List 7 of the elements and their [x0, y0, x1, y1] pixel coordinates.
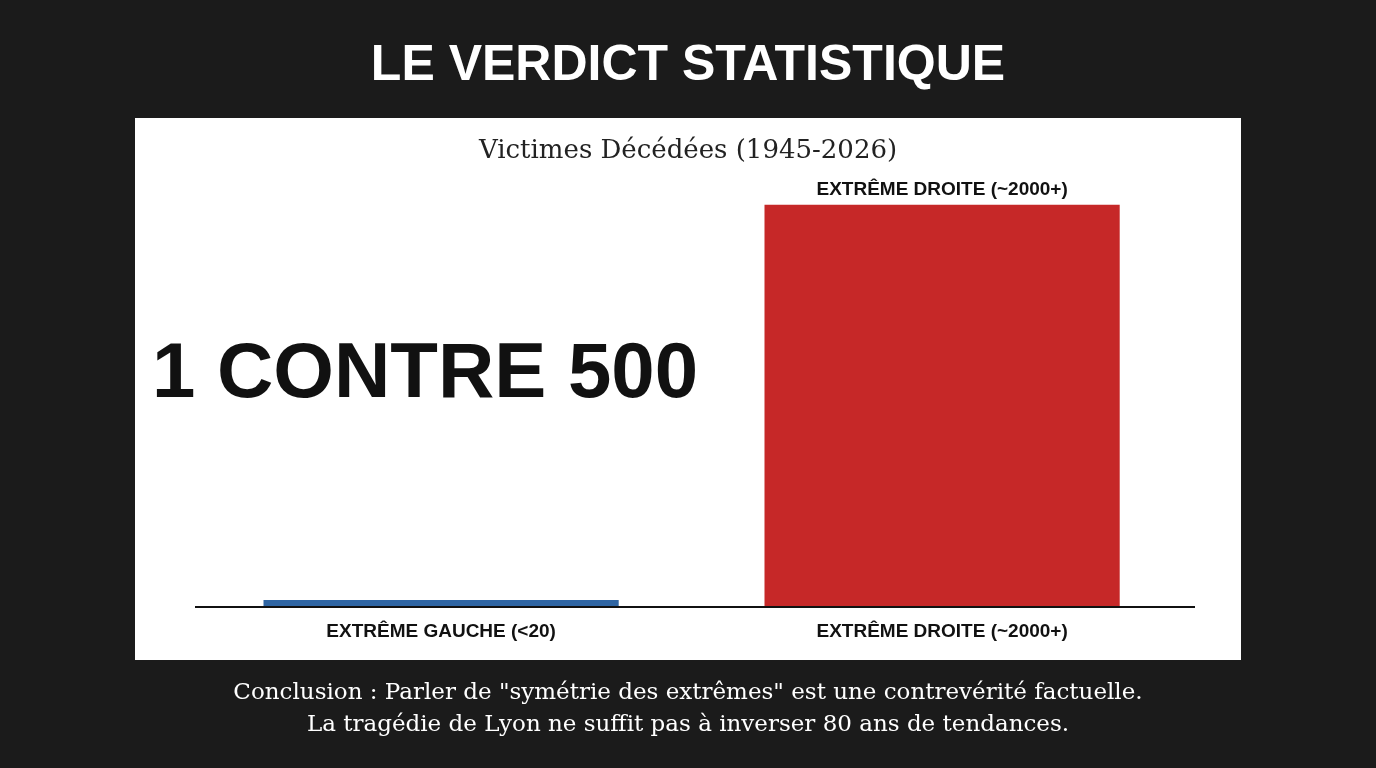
- chart-title: LE VERDICT STATISTIQUE: [370, 35, 1006, 91]
- text: EXTRÊME DROITE (~2000+): [816, 177, 1068, 199]
- text: La tragédie de Lyon ne suffit pas à inverser 80 ans de tendances.: [306, 710, 1070, 736]
- annotation: 1 CONTRE 500: [151, 326, 699, 414]
- chart-subtitle: Victimes Décédées (1945-2026): [477, 134, 898, 164]
- text: Conclusion : Parler de "symétrie des extrêmes" est une contrevérité factuelle.: [233, 678, 1143, 704]
- x-tick-label: EXTRÊME GAUCHE (<20): [326, 619, 556, 641]
